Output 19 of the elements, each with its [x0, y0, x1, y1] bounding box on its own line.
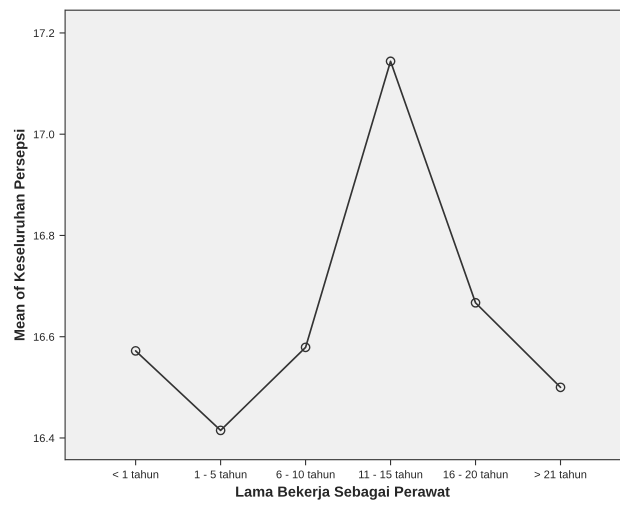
point — [300, 342, 310, 352]
point — [556, 382, 566, 392]
y-tick-label: 17.2 — [34, 29, 54, 37]
y-axis-title: Mean of Keseluruhan Persepsi — [14, 130, 28, 340]
x-tick-label: 6 - 10 tahun — [276, 470, 335, 478]
x-tick-label: 11 - 15 tahun — [359, 470, 422, 478]
point — [216, 426, 226, 436]
x-tick-label: 16 - 20 tahun — [444, 470, 508, 478]
x-axis-title: Lama Bekerja Sebagai Perawat — [236, 486, 450, 500]
point — [470, 298, 480, 308]
y-tick-label: 17.0 — [34, 130, 54, 138]
x-tick-label: > 21 tahun — [534, 470, 586, 478]
x-tick-label: < 1 tahun — [112, 470, 158, 478]
x-tick-label: 1 - 5 tahun — [194, 470, 246, 478]
point — [386, 56, 396, 66]
y-tick-label: 16.6 — [34, 332, 54, 341]
point — [130, 346, 140, 356]
y-tick-label: 16.4 — [34, 434, 54, 442]
y-tick-label: 16.8 — [34, 232, 54, 240]
